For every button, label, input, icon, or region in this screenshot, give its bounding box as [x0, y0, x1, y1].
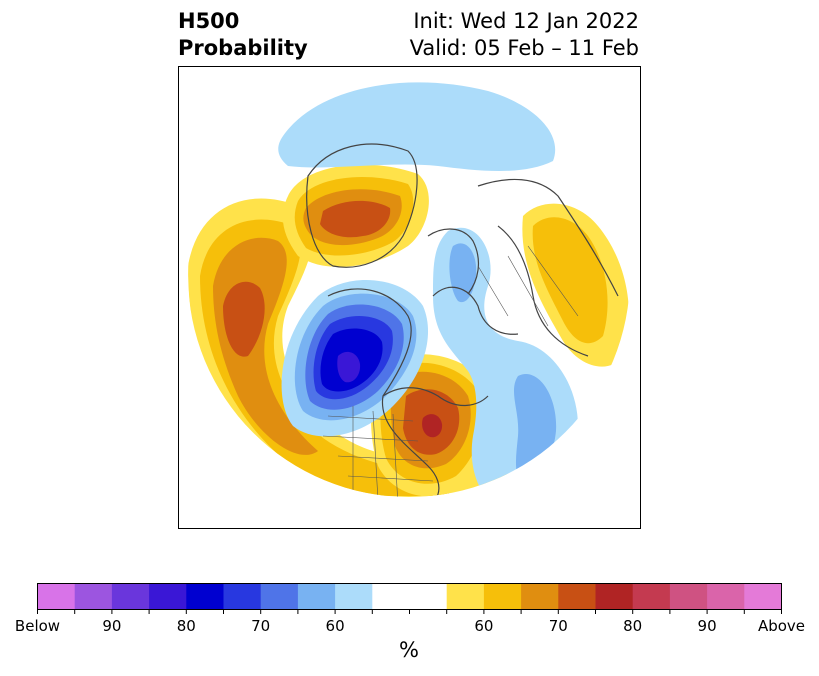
colorbar-tick-label: 80: [176, 617, 196, 635]
init-date: Init: Wed 12 Jan 2022: [413, 9, 639, 33]
coastlines: [306, 143, 619, 497]
title-product: Probability: [178, 36, 308, 60]
colorbar-tick-label: Below: [14, 617, 61, 635]
colorbar-cell: [335, 583, 373, 610]
colorbar-cell: [372, 583, 410, 610]
colorbar-cell: [707, 583, 745, 610]
above-75-region-north: [320, 200, 391, 238]
colorbar-cell: [74, 583, 113, 610]
colorbar-unit: %: [399, 638, 419, 662]
colorbar-tick-label: 80: [623, 617, 643, 635]
colorbar-cell: [632, 583, 671, 610]
colorbar-cell: [521, 583, 559, 610]
borders: [322, 245, 579, 497]
colorbar-cell: [558, 583, 596, 610]
colorbar-cell: [260, 583, 299, 610]
colorbar-cell: [595, 583, 634, 610]
colorbar-cell: [744, 583, 782, 610]
colorbar-tick-label: 70: [548, 617, 568, 635]
colorbar: [37, 583, 782, 614]
probability-field: [188, 82, 629, 497]
polar-probability-map: [178, 66, 641, 529]
colorbar-tick-label: 60: [325, 617, 345, 635]
colorbar-tick-label: 90: [697, 617, 717, 635]
above-75-region-west: [223, 281, 265, 357]
colorbar-cell: [409, 583, 448, 610]
title-variable: H500: [178, 9, 240, 33]
colorbar-tick-label: 70: [251, 617, 271, 635]
colorbar-cell: [186, 583, 224, 610]
colorbar-cell: [223, 583, 262, 610]
colorbar-cells: [37, 583, 782, 610]
colorbar-cell: [669, 583, 708, 610]
colorbar-cell: [149, 583, 187, 610]
colorbar-cell: [446, 583, 485, 610]
valid-range: Valid: 05 Feb – 11 Feb: [409, 36, 639, 60]
colorbar-cell: [111, 583, 150, 610]
colorbar-cell: [37, 583, 76, 610]
colorbar-tick-label: 60: [474, 617, 494, 635]
colorbar-cell: [483, 583, 522, 610]
above-65-region-east: [532, 217, 608, 344]
above-80-region-central: [422, 414, 443, 438]
colorbar-cell: [297, 583, 336, 610]
colorbar-tick-label: Above: [757, 617, 806, 635]
plot-dates: Init: Wed 12 Jan 2022 Valid: 05 Feb – 11…: [410, 8, 639, 62]
below-60-region-arctic: [278, 82, 556, 171]
plot-title: H500 Probability: [178, 8, 308, 62]
colorbar-ticks: [37, 609, 782, 614]
below-90-region-trough: [337, 351, 361, 383]
colorbar-tick-label: 90: [102, 617, 122, 635]
map-frame: [178, 66, 641, 529]
